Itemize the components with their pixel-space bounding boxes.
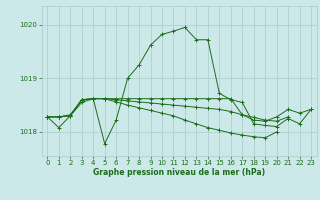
X-axis label: Graphe pression niveau de la mer (hPa): Graphe pression niveau de la mer (hPa) [93,168,265,177]
